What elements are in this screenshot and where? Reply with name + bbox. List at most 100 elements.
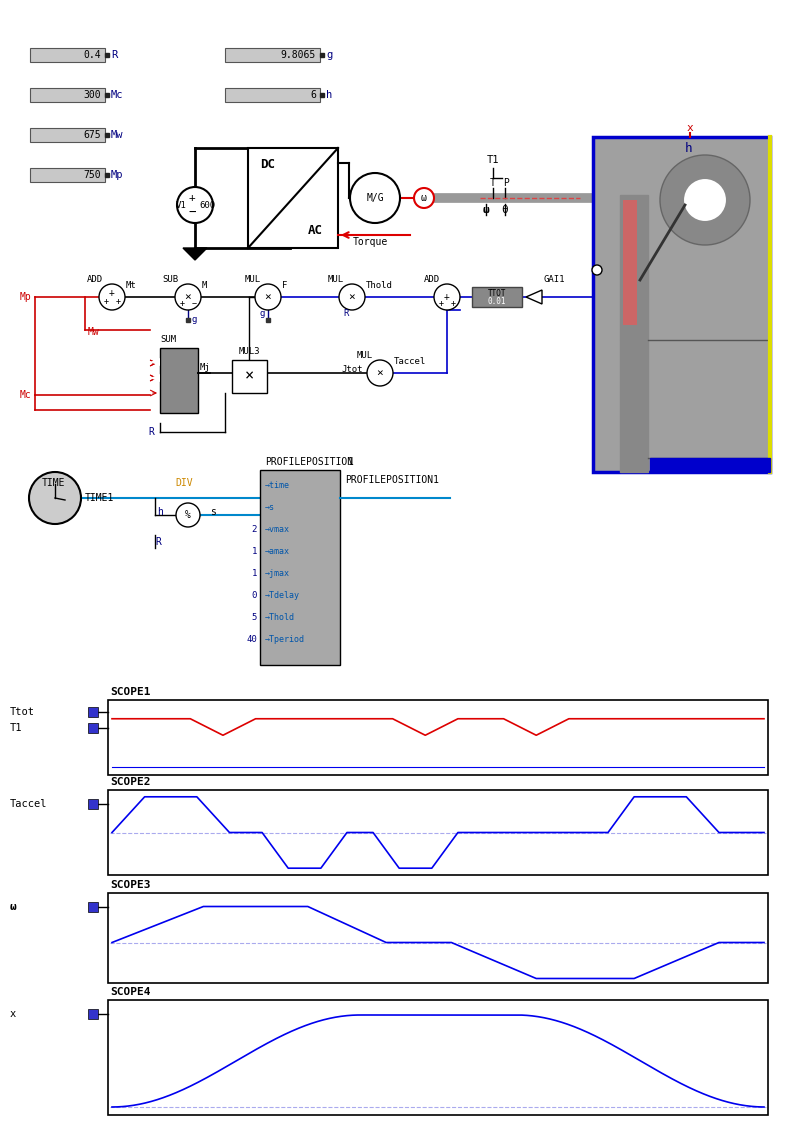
- Bar: [30, 48, 105, 62]
- Text: R: R: [111, 50, 117, 60]
- Text: SUB: SUB: [162, 276, 178, 284]
- Text: R: R: [155, 537, 161, 547]
- Text: R: R: [148, 427, 154, 437]
- Text: →vmax: →vmax: [265, 524, 290, 534]
- Circle shape: [414, 188, 434, 208]
- Text: ×: ×: [184, 292, 192, 302]
- Text: −: −: [188, 205, 196, 219]
- Text: Mc: Mc: [20, 390, 32, 400]
- Text: g: g: [259, 308, 265, 317]
- Text: +: +: [103, 298, 108, 307]
- Text: Jtot: Jtot: [342, 365, 363, 374]
- Text: h: h: [157, 507, 163, 518]
- Text: g: g: [326, 50, 332, 60]
- Text: 9.8065: 9.8065: [281, 50, 316, 60]
- Text: TTOT: TTOT: [488, 289, 506, 298]
- Text: x: x: [10, 1009, 16, 1019]
- Text: +: +: [109, 289, 115, 298]
- Text: M/G: M/G: [366, 194, 384, 203]
- Text: SCOPE3: SCOPE3: [110, 881, 150, 890]
- Bar: [88, 1009, 98, 1019]
- Circle shape: [339, 284, 365, 310]
- Text: 5: 5: [252, 613, 257, 622]
- Text: TIME1: TIME1: [85, 493, 114, 503]
- Text: s: s: [210, 507, 216, 518]
- Text: Mj: Mj: [200, 363, 210, 372]
- Text: MUL3: MUL3: [238, 347, 260, 356]
- Circle shape: [177, 187, 213, 223]
- Text: θ: θ: [502, 205, 508, 215]
- Text: %: %: [185, 510, 191, 520]
- Text: ×: ×: [265, 292, 271, 302]
- Bar: [260, 469, 340, 665]
- Text: →Thold: →Thold: [265, 613, 295, 622]
- Text: ω: ω: [483, 205, 490, 215]
- Bar: [620, 340, 648, 472]
- Bar: [30, 168, 105, 182]
- Bar: [108, 893, 768, 984]
- Bar: [88, 722, 98, 733]
- Circle shape: [176, 503, 200, 527]
- Circle shape: [350, 173, 400, 223]
- Text: T1: T1: [487, 155, 499, 165]
- Polygon shape: [150, 374, 160, 382]
- Text: +: +: [180, 300, 184, 308]
- Text: ADD: ADD: [424, 276, 440, 284]
- Bar: [650, 458, 770, 472]
- Bar: [623, 200, 637, 325]
- Text: 1: 1: [252, 569, 257, 577]
- Text: 0.4: 0.4: [83, 50, 101, 60]
- Text: F: F: [282, 281, 287, 290]
- Bar: [30, 128, 105, 142]
- Text: AC: AC: [308, 223, 323, 237]
- Bar: [232, 360, 267, 393]
- Text: h: h: [326, 90, 332, 100]
- Text: R: R: [343, 308, 349, 317]
- Bar: [593, 137, 770, 472]
- Bar: [225, 48, 320, 62]
- Text: T: T: [490, 177, 496, 188]
- Text: Mc: Mc: [111, 90, 123, 100]
- Text: →s: →s: [265, 503, 275, 512]
- Circle shape: [99, 284, 125, 310]
- Text: +: +: [115, 298, 121, 307]
- Circle shape: [434, 284, 460, 310]
- Text: P: P: [503, 177, 509, 188]
- Text: MUL: MUL: [245, 276, 261, 284]
- Circle shape: [175, 284, 201, 310]
- Circle shape: [255, 284, 281, 310]
- Text: Mp: Mp: [111, 169, 123, 180]
- Polygon shape: [183, 248, 207, 260]
- Circle shape: [660, 155, 750, 245]
- Text: M: M: [202, 281, 207, 290]
- Text: 600: 600: [199, 200, 215, 210]
- Text: ω: ω: [10, 902, 17, 913]
- Bar: [88, 902, 98, 913]
- Text: Mw: Mw: [88, 327, 99, 337]
- Text: +: +: [439, 300, 444, 308]
- Text: →amax: →amax: [265, 546, 290, 555]
- Text: PROFILEPOSITION: PROFILEPOSITION: [265, 457, 353, 467]
- Text: 2: 2: [252, 524, 257, 534]
- Circle shape: [592, 264, 602, 275]
- Text: ω: ω: [421, 194, 427, 203]
- Text: 1: 1: [252, 546, 257, 555]
- Text: 6: 6: [310, 90, 316, 100]
- Bar: [472, 287, 522, 307]
- Text: 0.01: 0.01: [488, 297, 506, 306]
- Text: TIME: TIME: [42, 477, 65, 488]
- Text: ×: ×: [244, 369, 254, 384]
- Text: +: +: [444, 292, 450, 302]
- Text: 40: 40: [246, 634, 257, 643]
- Bar: [108, 1000, 768, 1115]
- Bar: [108, 700, 768, 775]
- Text: ×: ×: [349, 292, 355, 302]
- Circle shape: [367, 360, 393, 386]
- Text: 300: 300: [83, 90, 101, 100]
- Text: +: +: [451, 300, 456, 308]
- Bar: [108, 790, 768, 875]
- Text: g: g: [192, 316, 197, 324]
- Text: Ttot: Ttot: [10, 706, 35, 717]
- Text: ×: ×: [377, 368, 383, 378]
- Text: →Tperiod: →Tperiod: [265, 634, 305, 643]
